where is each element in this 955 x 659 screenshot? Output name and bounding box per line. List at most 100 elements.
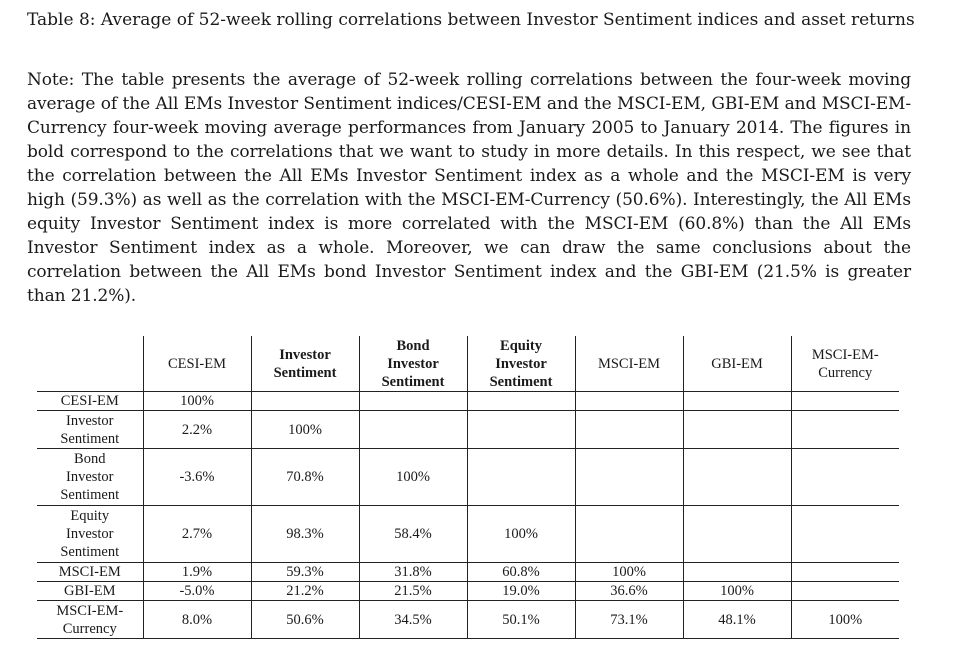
table-cell: -5.0%	[142, 581, 251, 601]
column-header-line: Sentiment	[381, 373, 445, 390]
table-cell	[790, 410, 899, 449]
column-header-line: MSCI-EM	[597, 355, 661, 372]
row-label-investor-sentiment: Investor Sentiment	[37, 410, 143, 449]
table-cell	[790, 391, 899, 411]
table-cell: 58.4%	[358, 505, 467, 563]
correlation-table: CESI-EM Investor Sentiment Bond Investor…	[37, 336, 899, 639]
table-cell: 36.6%	[574, 581, 683, 601]
row-label-line: Sentiment	[60, 430, 120, 447]
table-cell	[358, 410, 467, 449]
row-label-gbi-em: GBI-EM	[37, 581, 143, 601]
column-header-line: CESI-EM	[168, 355, 226, 372]
table-cell: 2.2%	[142, 410, 251, 449]
row-label-line: Sentiment	[60, 544, 120, 560]
table-cell	[790, 562, 899, 582]
table-cell: 100%	[574, 562, 683, 582]
column-header-line: Investor	[387, 355, 439, 372]
table-cell: 100%	[466, 505, 575, 563]
table-cell: 100%	[250, 410, 359, 449]
table-cell: 98.3%	[250, 505, 359, 563]
table-cell	[790, 505, 899, 563]
row-label-line: GBI-EM	[63, 583, 116, 599]
column-header-line: Investor	[495, 355, 547, 372]
row-label-line: Investor	[65, 469, 114, 485]
table-cell	[358, 391, 467, 411]
table-cell: 59.3%	[250, 562, 359, 582]
column-header-investor-sentiment: Investor Sentiment	[250, 336, 359, 392]
table-row: Investor Sentiment 2.2% 100%	[37, 410, 899, 449]
column-header-line: Bond	[396, 337, 430, 354]
table-cell: 31.8%	[358, 562, 467, 582]
table-cell	[574, 505, 683, 563]
table-cell	[574, 391, 683, 411]
table-cell: 100%	[142, 391, 251, 411]
table-cell: 8.0%	[142, 600, 251, 639]
row-label-line: Investor	[65, 412, 114, 429]
table-cell	[574, 410, 683, 449]
table-cell	[574, 448, 683, 506]
row-label-line: MSCI-EM-	[56, 602, 124, 619]
table-row: MSCI-EM 1.9% 59.3% 31.8% 60.8% 100%	[37, 562, 899, 582]
table-caption: Table 8: Average of 52-week rolling corr…	[27, 10, 915, 30]
corner-cell	[37, 336, 143, 392]
table-cell: 21.5%	[358, 581, 467, 601]
table-cell: 21.2%	[250, 581, 359, 601]
table-cell	[682, 391, 791, 411]
table-cell	[250, 391, 359, 411]
table-cell: 34.5%	[358, 600, 467, 639]
column-header-msci-em-currency: MSCI-EM- Currency	[790, 336, 899, 392]
table-cell	[682, 448, 791, 506]
table-cell	[682, 562, 791, 582]
row-label-line: Sentiment	[60, 487, 120, 503]
table-cell: 73.1%	[574, 600, 683, 639]
column-header-gbi-em: GBI-EM	[682, 336, 791, 392]
row-label-line: Currency	[62, 620, 117, 637]
table-cell	[466, 391, 575, 411]
row-label-line: Equity	[70, 508, 110, 524]
table-cell	[682, 505, 791, 563]
row-label-bond-investor-sentiment: Bond Investor Sentiment	[37, 448, 143, 506]
row-label-msci-em-currency: MSCI-EM- Currency	[37, 600, 143, 639]
table-cell: 48.1%	[682, 600, 791, 639]
row-label-msci-em: MSCI-EM	[37, 562, 143, 582]
table-cell	[466, 410, 575, 449]
table-cell: 50.1%	[466, 600, 575, 639]
column-header-line: Equity	[500, 337, 542, 354]
table-row: GBI-EM -5.0% 21.2% 21.5% 19.0% 36.6% 100…	[37, 581, 899, 601]
table-cell: 60.8%	[466, 562, 575, 582]
table-cell: 19.0%	[466, 581, 575, 601]
column-header-line: Currency	[818, 364, 873, 381]
column-header-line: GBI-EM	[711, 355, 763, 372]
table-row: MSCI-EM- Currency 8.0% 50.6% 34.5% 50.1%…	[37, 600, 899, 639]
header-row: CESI-EM Investor Sentiment Bond Investor…	[37, 336, 899, 392]
row-label-cesi-em: CESI-EM	[37, 391, 143, 411]
table-cell: 100%	[682, 581, 791, 601]
table-cell: 70.8%	[250, 448, 359, 506]
column-header-line: Sentiment	[273, 364, 337, 381]
table-cell: 1.9%	[142, 562, 251, 582]
table-cell: 50.6%	[250, 600, 359, 639]
table-cell: -3.6%	[142, 448, 251, 506]
row-label-line: MSCI-EM	[58, 564, 121, 580]
table-note: Note: The table presents the average of …	[27, 70, 911, 306]
table-cell: 2.7%	[142, 505, 251, 563]
column-header-msci-em: MSCI-EM	[574, 336, 683, 392]
table-row: Equity Investor Sentiment 2.7% 98.3% 58.…	[37, 505, 899, 563]
row-label-line: CESI-EM	[60, 393, 119, 409]
table-cell	[466, 448, 575, 506]
table-cell: 100%	[790, 600, 899, 639]
row-label-line: Investor	[65, 526, 114, 542]
table-cell	[790, 448, 899, 506]
table-row: CESI-EM 100%	[37, 391, 899, 411]
column-header-line: MSCI-EM-	[811, 346, 879, 363]
column-header-line: Sentiment	[489, 373, 553, 390]
row-label-line: Bond	[74, 451, 106, 467]
column-header-equity-investor-sentiment: Equity Investor Sentiment	[466, 336, 575, 392]
column-header-line: Investor	[279, 346, 331, 363]
column-header-cesi-em: CESI-EM	[142, 336, 251, 392]
table-cell	[682, 410, 791, 449]
table-cell: 100%	[358, 448, 467, 506]
table-row: Bond Investor Sentiment -3.6% 70.8% 100%	[37, 448, 899, 506]
column-header-bond-investor-sentiment: Bond Investor Sentiment	[358, 336, 467, 392]
row-label-equity-investor-sentiment: Equity Investor Sentiment	[37, 505, 143, 563]
